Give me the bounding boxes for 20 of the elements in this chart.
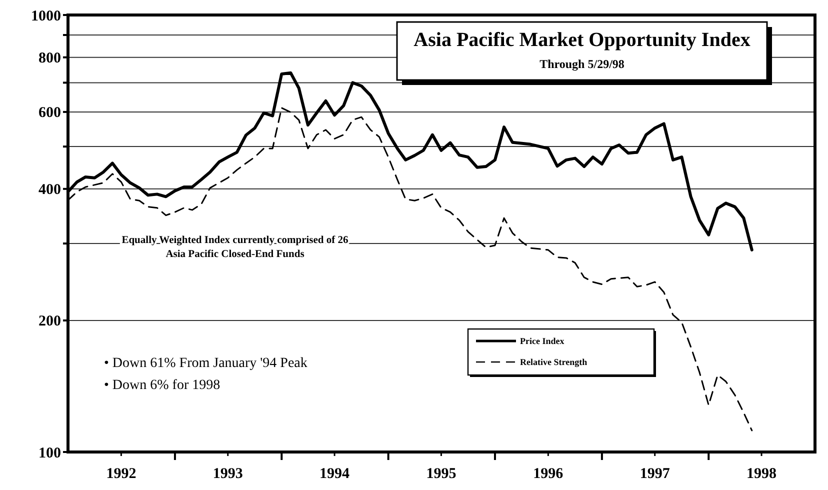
x-tick-label: 1992	[106, 466, 136, 482]
x-tick-label: 1997	[640, 466, 670, 482]
x-tick-label: 1995	[426, 466, 456, 482]
legend-label: Price Index	[520, 336, 565, 346]
y-tick-label: 1000	[31, 8, 61, 24]
y-tick-label: 800	[38, 50, 61, 67]
x-tick-label: 1996	[533, 466, 564, 482]
y-tick-label: 600	[38, 105, 61, 122]
y-tick-label: 400	[38, 182, 61, 198]
text: Asia Pacific Market Opportunity Index	[414, 29, 750, 51]
x-tick-label: 1998	[746, 466, 777, 482]
y-tick-label: 200	[38, 314, 61, 330]
text: Through 5/29/98	[540, 57, 624, 71]
x-tick-label: 1994	[320, 466, 350, 482]
y-tick-label: 100	[38, 445, 61, 462]
annotation: Asia Pacific Closed-End Funds	[166, 249, 304, 260]
legend-label: Relative Strength	[520, 357, 588, 368]
x-tick-label: 1993	[212, 466, 243, 482]
annotation: • Down 61% From January '94 Peak	[104, 356, 308, 371]
annotation: • Down 6% for 1998	[104, 378, 220, 393]
